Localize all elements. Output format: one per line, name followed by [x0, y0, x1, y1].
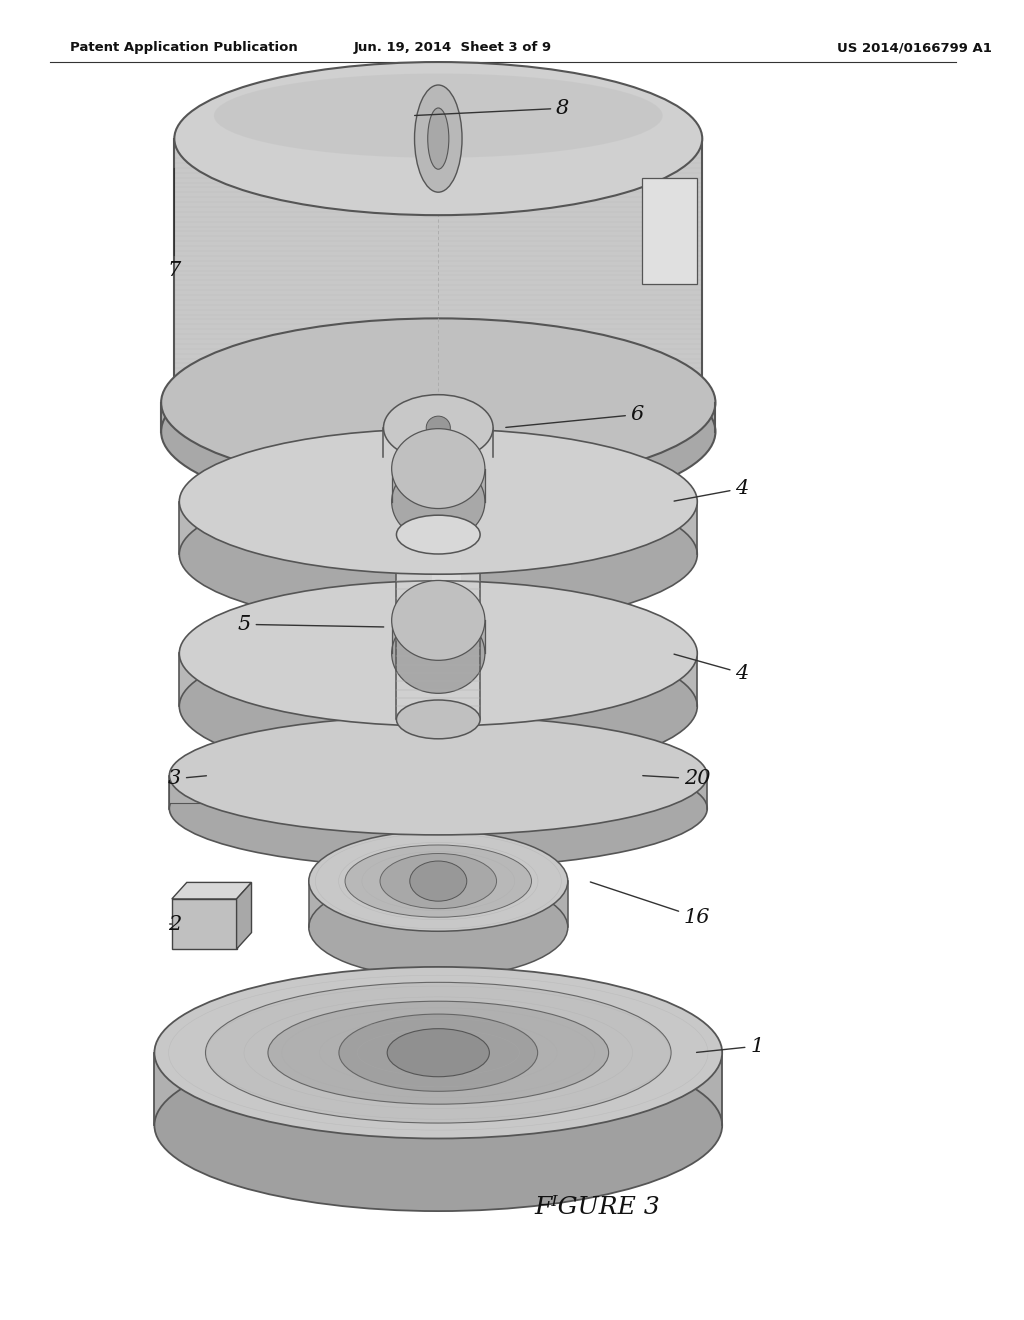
Text: 20: 20	[643, 770, 711, 788]
Polygon shape	[179, 653, 697, 706]
Ellipse shape	[268, 1001, 608, 1104]
Text: Patent Application Publication: Patent Application Publication	[70, 41, 298, 54]
Bar	[642, 178, 697, 284]
Ellipse shape	[155, 1040, 722, 1212]
Polygon shape	[384, 428, 494, 457]
Ellipse shape	[380, 854, 497, 908]
Ellipse shape	[206, 982, 671, 1123]
Ellipse shape	[391, 462, 485, 541]
Ellipse shape	[396, 515, 480, 554]
Polygon shape	[174, 139, 702, 403]
Ellipse shape	[428, 108, 449, 169]
Polygon shape	[391, 469, 485, 502]
Ellipse shape	[391, 581, 485, 660]
Ellipse shape	[426, 416, 451, 440]
Ellipse shape	[214, 74, 663, 158]
Polygon shape	[396, 535, 480, 719]
Polygon shape	[155, 1053, 722, 1125]
Polygon shape	[179, 502, 697, 554]
Ellipse shape	[179, 482, 697, 627]
Ellipse shape	[384, 395, 494, 461]
Ellipse shape	[410, 861, 467, 902]
Text: 7: 7	[168, 169, 181, 280]
Ellipse shape	[179, 581, 697, 726]
Polygon shape	[172, 882, 252, 899]
Ellipse shape	[345, 845, 531, 917]
Text: 4: 4	[674, 655, 749, 682]
Ellipse shape	[391, 429, 485, 508]
Ellipse shape	[174, 62, 702, 215]
Ellipse shape	[387, 1028, 489, 1077]
Ellipse shape	[415, 84, 462, 193]
Ellipse shape	[339, 1014, 538, 1092]
Text: FᴵGURE 3: FᴵGURE 3	[535, 1196, 660, 1220]
Ellipse shape	[396, 700, 480, 739]
Ellipse shape	[414, 409, 463, 446]
Ellipse shape	[155, 966, 722, 1138]
Text: US 2014/0166799 A1: US 2014/0166799 A1	[837, 41, 991, 54]
Ellipse shape	[179, 634, 697, 779]
Text: 4: 4	[674, 479, 749, 502]
Ellipse shape	[391, 614, 485, 693]
Polygon shape	[309, 882, 567, 927]
Ellipse shape	[179, 429, 697, 574]
Ellipse shape	[309, 876, 567, 977]
Ellipse shape	[415, 597, 462, 644]
Ellipse shape	[169, 748, 708, 869]
Bar	[172, 899, 237, 949]
Text: 8: 8	[415, 99, 569, 117]
Polygon shape	[391, 620, 485, 653]
Polygon shape	[432, 535, 461, 719]
Ellipse shape	[309, 832, 567, 932]
Text: Jun. 19, 2014  Sheet 3 of 9: Jun. 19, 2014 Sheet 3 of 9	[354, 41, 552, 54]
Polygon shape	[237, 882, 252, 949]
Text: 6: 6	[506, 405, 644, 428]
Text: 5: 5	[238, 615, 384, 634]
Ellipse shape	[161, 318, 716, 487]
Text: 1: 1	[696, 1036, 764, 1056]
Ellipse shape	[169, 715, 708, 836]
Ellipse shape	[384, 424, 494, 490]
Text: 2: 2	[168, 915, 181, 933]
Polygon shape	[169, 776, 708, 808]
Ellipse shape	[161, 347, 716, 516]
Polygon shape	[161, 403, 716, 432]
Bar	[169, 781, 209, 803]
Ellipse shape	[415, 445, 462, 492]
Text: 16: 16	[591, 882, 711, 927]
Text: 3: 3	[168, 770, 207, 788]
